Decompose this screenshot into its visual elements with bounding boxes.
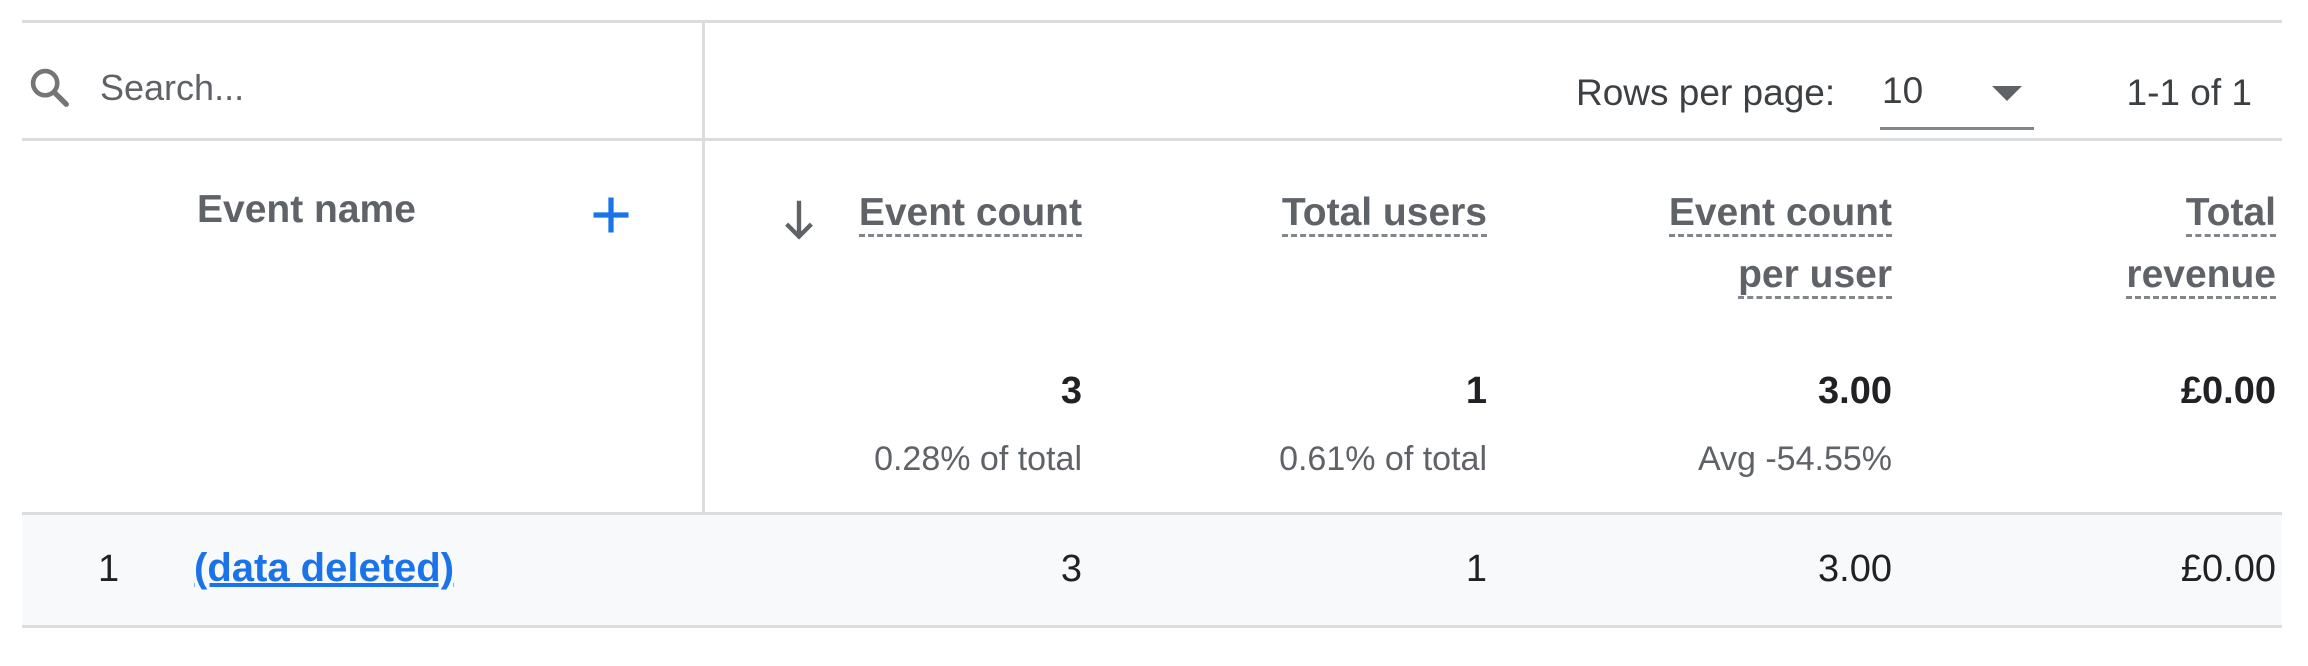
- column-header-total-revenue[interactable]: Total revenue: [1982, 182, 2276, 306]
- totals-divider: [22, 512, 2282, 515]
- event-name-link[interactable]: (data deleted): [194, 546, 455, 590]
- top-divider: [22, 20, 2282, 23]
- search-input[interactable]: [100, 60, 660, 116]
- row-event-count: 3: [1060, 548, 1082, 590]
- toolbar-divider: [22, 138, 2282, 141]
- column-divider: [702, 20, 705, 628]
- total-users-percent: 0.61% of total: [1279, 440, 1487, 478]
- rows-per-page-label: Rows per page:: [1576, 72, 1836, 113]
- plus-icon[interactable]: [590, 194, 632, 236]
- total-event-count-per-user: 3.00: [1818, 370, 1892, 412]
- search-icon: [30, 68, 69, 107]
- row-total-users: 1: [1465, 548, 1487, 590]
- column-header-event-count-per-user[interactable]: Event count per user: [1552, 182, 1892, 306]
- total-users-total: 1: [1465, 370, 1487, 412]
- row-event-count-per-user: 3.00: [1818, 548, 1892, 590]
- row-index: 1: [98, 548, 120, 590]
- total-event-count-per-user-avg: Avg -54.55%: [1697, 440, 1892, 478]
- column-header-event-count[interactable]: Event count: [822, 182, 1082, 244]
- column-header-total-users[interactable]: Total users: [1152, 182, 1487, 244]
- column-header-label: Event count: [858, 191, 1082, 237]
- bottom-divider: [22, 625, 2282, 628]
- rows-per-page-select[interactable]: 10: [1880, 54, 2034, 130]
- rows-per-page-value: 10: [1882, 70, 1924, 111]
- column-header-label-line2: revenue: [2126, 253, 2276, 299]
- column-header-label: Total: [2185, 191, 2276, 237]
- total-event-count-percent: 0.28% of total: [874, 440, 1082, 478]
- total-revenue-total: £0.00: [2180, 370, 2276, 412]
- column-header-label: Event count: [1668, 191, 1892, 237]
- total-event-count: 3: [1060, 370, 1082, 412]
- arrow-down-icon[interactable]: [782, 198, 816, 242]
- table-row: [22, 515, 2282, 625]
- pagination-range: 1-1 of 1: [2126, 72, 2252, 113]
- triangle-down-icon: [1992, 86, 2022, 101]
- column-header-label-line2: per user: [1738, 253, 1892, 299]
- row-total-revenue: £0.00: [2180, 548, 2276, 590]
- column-header-label: Total users: [1281, 191, 1487, 237]
- event-name-header[interactable]: Event name: [197, 188, 416, 231]
